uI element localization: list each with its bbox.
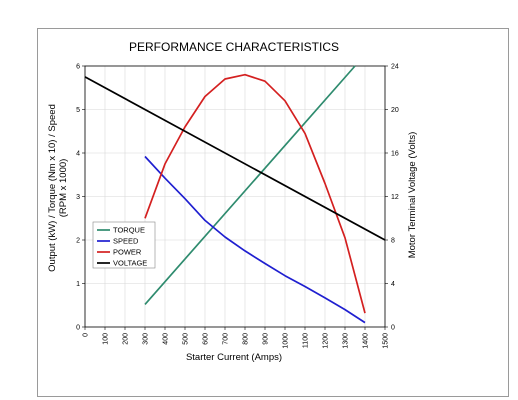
tick-labels: 0 100 200 300 400 500 600 700 800 900 1000 1100 1200… <box>76 64 399 349</box>
y-tick-label: 5 <box>76 107 80 114</box>
grid <box>84 65 386 328</box>
y2-tick-label: 0 <box>391 325 395 332</box>
y-tick-label: 1 <box>76 281 80 288</box>
y-tick-label: 6 <box>76 64 80 71</box>
x-tick-label: 1500 <box>383 333 390 349</box>
legend-label-torque: TORQUE <box>113 226 145 235</box>
x-tick-label: 100 <box>103 333 110 345</box>
y-tick-label: 4 <box>76 151 80 158</box>
y-tick-label: 3 <box>76 194 80 201</box>
y-tick-label: 2 <box>76 238 80 245</box>
y2-tick-label: 8 <box>391 238 395 245</box>
plot-area <box>84 65 386 324</box>
series-line-speed <box>144 155 366 324</box>
x-tick-label: 400 <box>163 333 170 345</box>
y-tick-label: 0 <box>76 325 80 332</box>
x-tick-label: 0 <box>83 333 90 337</box>
y2-tick-label: 20 <box>391 107 399 114</box>
x-tick-label: 300 <box>143 333 150 345</box>
x-tick-label: 1000 <box>283 333 290 349</box>
y-axis-label-line2: (RPM x 1000) <box>58 159 69 218</box>
x-tick-label: 1400 <box>363 333 370 349</box>
x-tick-label: 800 <box>243 333 250 345</box>
legend-label-power: POWER <box>113 248 142 257</box>
chart-frame: PERFORMANCE CHARACTERISTICS 0 100 200 300 40… <box>37 28 509 397</box>
x-tick-label: 1100 <box>303 333 310 348</box>
series-line-voltage <box>84 76 386 241</box>
y2-axis-label: Motor Terminal Voltage (Volts) <box>407 132 418 259</box>
y2-tick-label: 4 <box>391 281 395 288</box>
chart-title: PERFORMANCE CHARACTERISTICS <box>129 40 339 54</box>
y2-tick-label: 24 <box>391 64 399 71</box>
legend-label-voltage: VOLTAGE <box>113 259 147 268</box>
legend: TORQUE SPEED POWER VOLTAGE <box>92 221 156 269</box>
x-tick-label: 1300 <box>343 333 350 349</box>
y-axis-label-line1: Output (kW) / Torque (Nm x 10) / Speed <box>47 104 58 272</box>
performance-chart: PERFORMANCE CHARACTERISTICS 0 100 200 300 40… <box>47 40 418 363</box>
y2-tick-label: 12 <box>391 194 399 201</box>
x-tick-label: 500 <box>183 333 190 345</box>
x-axis-label: Starter Current (Amps) <box>186 352 282 363</box>
x-tick-label: 1200 <box>323 333 330 349</box>
series-line-power <box>144 73 366 314</box>
x-tick-label: 200 <box>123 333 130 345</box>
y2-tick-label: 16 <box>391 151 399 158</box>
legend-label-speed: SPEED <box>113 237 139 246</box>
x-tick-label: 700 <box>223 333 230 345</box>
x-tick-label: 900 <box>263 333 270 345</box>
series-line-torque <box>144 65 356 305</box>
x-tick-label: 600 <box>203 333 210 345</box>
